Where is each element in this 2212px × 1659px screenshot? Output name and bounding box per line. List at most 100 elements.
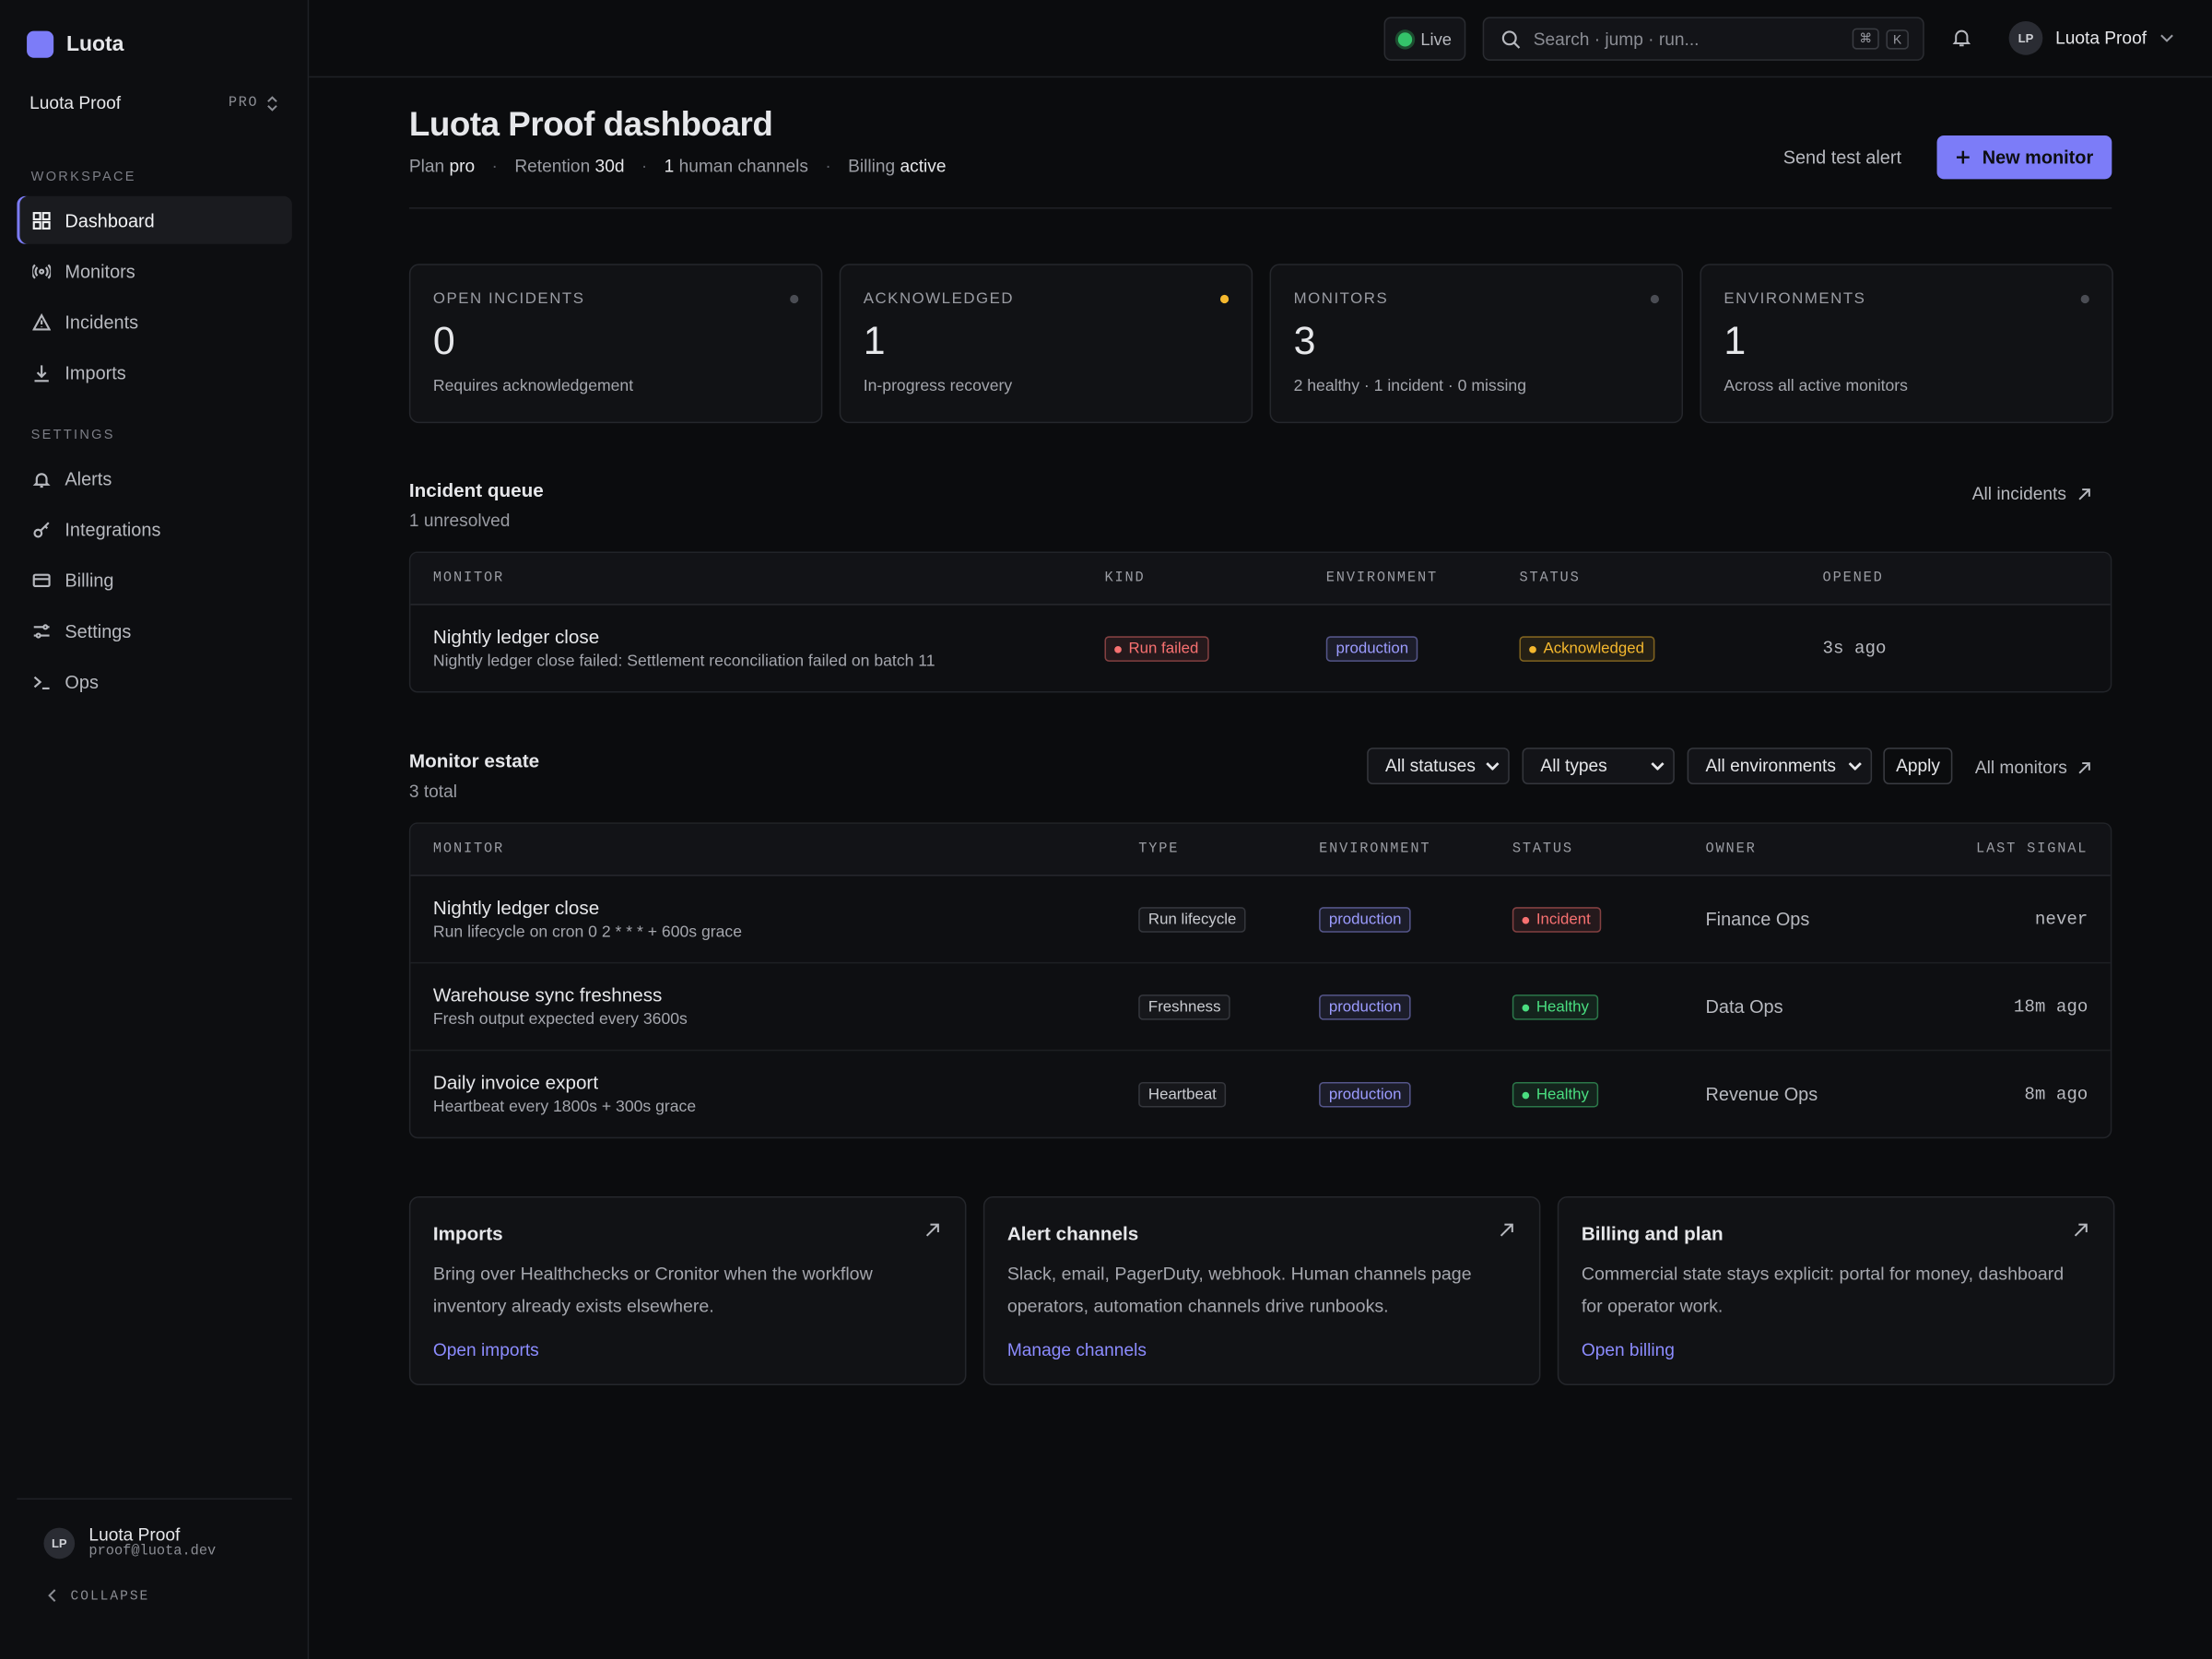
topbar: Live Search · jump · run... ⌘ K LP Luota …	[309, 0, 2212, 78]
badge-label: Run lifecycle	[1147, 911, 1237, 929]
badge: production	[1319, 907, 1412, 933]
opened: 3s ago	[1822, 638, 1887, 659]
incident-detail: Nightly ledger close failed: Settlement …	[432, 653, 935, 671]
live-status[interactable]: Live	[1383, 17, 1466, 61]
nav-item[interactable]: Monitors	[17, 247, 291, 295]
nav-item[interactable]: Incidents	[17, 298, 291, 346]
badge-label: production	[1328, 998, 1402, 1017]
filter-select[interactable]: All environments	[1687, 747, 1873, 785]
badge: Run lifecycle	[1138, 907, 1247, 933]
nav-label: Incidents	[65, 311, 139, 333]
brand[interactable]: Luota	[27, 30, 124, 58]
meta-item: Billing active	[848, 157, 946, 176]
badge-label: Heartbeat	[1147, 1086, 1217, 1103]
badge: Healthy	[1512, 994, 1599, 1021]
user-menu[interactable]: LP Luota Proof	[2008, 20, 2174, 55]
badge: production	[1319, 994, 1412, 1020]
badge: Heartbeat	[1138, 1081, 1227, 1108]
environment-cell: production	[1319, 994, 1512, 1020]
search[interactable]: Search · jump · run... ⌘ K	[1482, 17, 1924, 61]
card-text: Bring over Healthchecks or Cronitor when…	[432, 1262, 873, 1317]
page-title: Luota Proof dashboard	[408, 105, 773, 145]
table-row[interactable]: Nightly ledger close Nightly ledger close…	[410, 606, 2110, 691]
filter-label: All statuses	[1385, 756, 1476, 776]
filter-select[interactable]: All statuses	[1367, 747, 1510, 785]
kbd: ⌘	[1852, 28, 1879, 50]
status-cell: Incident	[1512, 905, 1706, 934]
user-name: Luota Proof	[88, 1524, 181, 1546]
nav-item[interactable]: Ops	[17, 657, 291, 705]
new-monitor-button[interactable]: New monitor	[1936, 135, 2112, 180]
card-link[interactable]: Open imports	[432, 1340, 539, 1360]
stat-title: ACKNOWLEDGED	[863, 290, 1015, 308]
nav-label: Integrations	[65, 518, 161, 540]
meta-label: Plan	[408, 156, 445, 177]
nav-item[interactable]: Integrations	[17, 505, 291, 553]
status-cell: Healthy	[1512, 993, 1706, 1021]
sidebar-footer: LP Luota Proof proof@luota.dev COLLAPSE	[17, 1498, 292, 1604]
notifications[interactable]	[1951, 27, 1972, 48]
workspace-plan: PRO	[229, 93, 278, 112]
badge-dot	[1522, 1091, 1530, 1099]
info-card[interactable]: Billing and plan Commercial state stays e…	[1557, 1195, 2115, 1386]
separator: ·	[825, 156, 831, 177]
monitor-cell: Nightly ledger close Run lifecycle on cro…	[433, 897, 1138, 940]
nav-item[interactable]: Settings	[17, 606, 291, 654]
monitor-name: Daily invoice export	[432, 1072, 599, 1094]
meta-item: Retention 30d	[514, 157, 624, 176]
badge-dot	[1529, 645, 1536, 653]
avatar: LP	[2008, 20, 2043, 55]
stat-value: 1	[863, 318, 886, 363]
button-label: New monitor	[1982, 147, 2094, 169]
nav-label: Alerts	[65, 467, 112, 489]
collapse[interactable]: COLLAPSE	[48, 1588, 292, 1604]
table-header: MONITOR TYPE ENVIRONMENT STATUS OWNER LAST SI…	[410, 823, 2111, 877]
nav-item[interactable]: Imports	[17, 348, 291, 396]
nav-item[interactable]: Billing	[17, 556, 291, 604]
page-meta: Plan pro · Retention 30d · 1 human channels ·…	[409, 157, 947, 176]
workspace-switcher[interactable]: Luota Proof PRO	[29, 93, 277, 112]
filter-select[interactable]: All types	[1522, 747, 1675, 785]
kbd: K	[1886, 29, 1909, 49]
column-header: TYPE	[1138, 841, 1180, 857]
send-test-alert[interactable]: Send test alert	[1783, 147, 1902, 169]
last-signal: 8m ago	[2024, 1084, 2088, 1104]
badge-label: production	[1328, 911, 1402, 929]
all-incidents-link[interactable]: All incidents	[1972, 484, 2090, 503]
monitor-detail: Heartbeat every 1800s + 300s grace	[432, 1099, 697, 1116]
stat-note: 2 healthy · 1 incident · 0 missing	[1293, 378, 1527, 395]
nav-item[interactable]: Alerts	[17, 454, 291, 502]
meta-item: Plan pro	[409, 157, 475, 176]
stat-title: MONITORS	[1293, 290, 1389, 308]
badge: Acknowledged	[1519, 636, 1654, 663]
stat-card: ACKNOWLEDGED 1 In-progress recovery	[839, 264, 1253, 424]
info-card[interactable]: Imports Bring over Healthchecks or Cronit…	[408, 1195, 967, 1386]
last-signal: 18m ago	[2013, 996, 2088, 1017]
info-card[interactable]: Alert channels Slack, email, PagerDuty, w…	[982, 1195, 1541, 1386]
monitor-cell: Warehouse sync freshness Fresh output exp…	[433, 984, 1138, 1028]
table-row[interactable]: Warehouse sync freshness Fresh output exp…	[410, 961, 2111, 1050]
card-link[interactable]: Manage channels	[1006, 1340, 1147, 1360]
table-row[interactable]: Nightly ledger close Run lifecycle on cro…	[410, 877, 2110, 962]
stat-value: 1	[1724, 318, 1747, 363]
user-info: Luota Proof proof@luota.dev	[88, 1525, 216, 1560]
user-name: Luota Proof	[2055, 28, 2147, 49]
all-monitors-link[interactable]: All monitors	[1975, 758, 2091, 777]
nav-item[interactable]: Dashboard	[17, 195, 292, 244]
apply-button[interactable]: Apply	[1883, 747, 1953, 785]
table-row[interactable]: Daily invoice export Heartbeat every 1800…	[410, 1049, 2111, 1137]
stat-dot	[1650, 294, 1659, 304]
nav-label: Imports	[65, 361, 126, 383]
section-subtitle: 3 total	[408, 781, 458, 802]
badge-label: Incident	[1535, 912, 1591, 929]
user[interactable]: LP Luota Proof proof@luota.dev	[43, 1525, 291, 1560]
column-header: LAST SIGNAL	[1976, 841, 2088, 857]
badge: Run failed	[1104, 636, 1209, 663]
stat-dot	[2080, 294, 2089, 304]
badge-label: Healthy	[1535, 999, 1589, 1017]
card-link[interactable]: Open billing	[1581, 1340, 1675, 1360]
stat-dot	[790, 294, 799, 304]
nav-label: Billing	[65, 569, 114, 591]
nav-label: Ops	[65, 670, 99, 692]
meta-value: 1	[664, 156, 675, 177]
